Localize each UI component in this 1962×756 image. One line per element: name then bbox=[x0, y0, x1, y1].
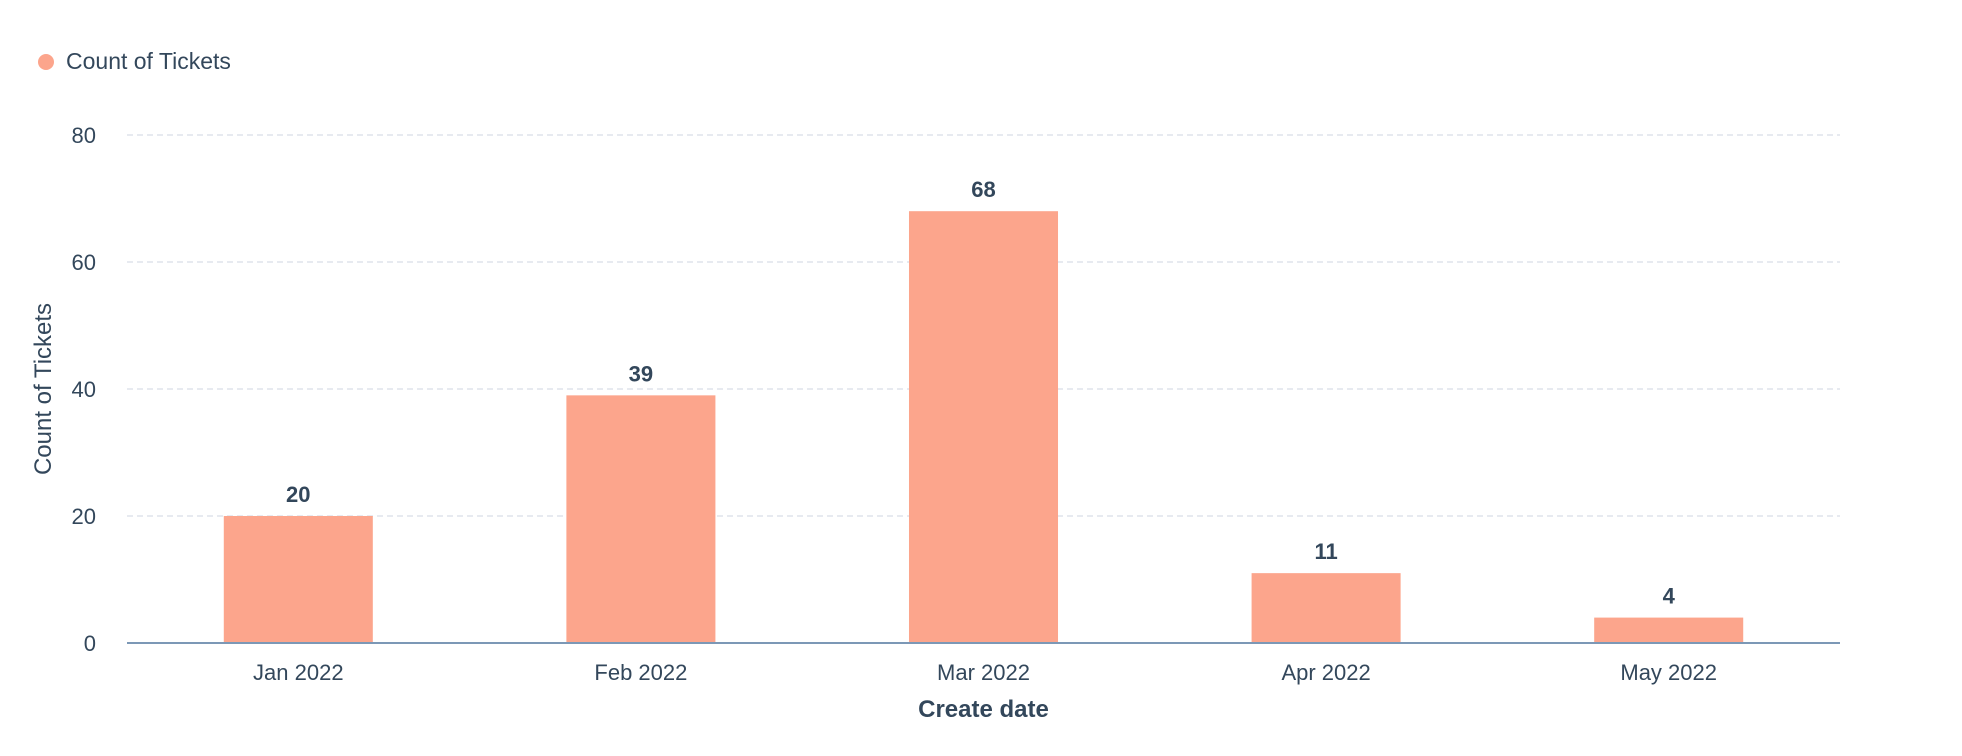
bar[interactable] bbox=[908, 211, 1059, 643]
legend: Count of Tickets bbox=[38, 48, 231, 75]
bar-value-label: 39 bbox=[629, 361, 653, 386]
x-tick-label: Apr 2022 bbox=[1281, 660, 1370, 685]
y-tick-label: 20 bbox=[72, 504, 96, 529]
legend-label[interactable]: Count of Tickets bbox=[66, 48, 231, 74]
data-labels: 20 39 68 11 4 bbox=[286, 177, 1676, 608]
x-tick-label: Feb 2022 bbox=[594, 660, 687, 685]
bar-value-label: 4 bbox=[1663, 584, 1676, 609]
bar-value-label: 68 bbox=[971, 177, 995, 202]
grid-lines bbox=[127, 134, 1840, 517]
bar-value-label: 20 bbox=[286, 482, 310, 507]
x-axis-ticks: Jan 2022 Feb 2022 Mar 2022 Apr 2022 May 2022 bbox=[253, 660, 1717, 685]
y-tick-label: 0 bbox=[84, 631, 96, 656]
legend-swatch bbox=[38, 53, 54, 70]
x-tick-label: Mar 2022 bbox=[937, 660, 1030, 685]
bar[interactable] bbox=[1594, 617, 1744, 643]
bar[interactable] bbox=[566, 395, 716, 643]
y-axis-ticks: 0 20 40 60 80 bbox=[72, 123, 96, 656]
y-tick-label: 40 bbox=[72, 377, 96, 402]
x-axis-title: Create date bbox=[918, 696, 1049, 723]
bar[interactable] bbox=[1251, 573, 1401, 643]
y-tick-label: 80 bbox=[72, 123, 96, 148]
x-tick-label: Jan 2022 bbox=[253, 660, 344, 685]
y-axis-title: Count of Tickets bbox=[30, 303, 57, 475]
bar-value-label: 11 bbox=[1314, 539, 1337, 564]
bars bbox=[223, 211, 1744, 643]
y-tick-label: 60 bbox=[72, 250, 96, 275]
bar[interactable] bbox=[223, 516, 373, 643]
x-tick-label: May 2022 bbox=[1620, 660, 1717, 685]
